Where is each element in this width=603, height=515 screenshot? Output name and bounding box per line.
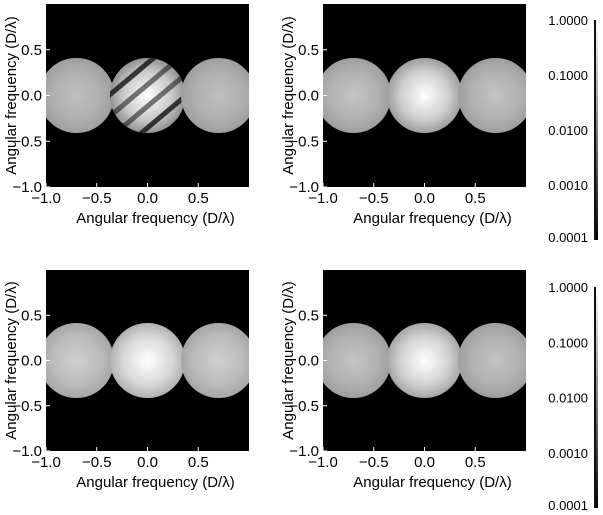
colorbar-tick-label: 1.0000 [548, 13, 588, 28]
x-tick-label: −0.5 [82, 190, 112, 207]
y-axis-label: Angular frequency (D/λ) [280, 16, 297, 174]
spectrum-disk [46, 322, 114, 399]
spectrum-disk [181, 57, 249, 134]
spectrum-disk [109, 322, 186, 399]
spectrum-disk [386, 322, 463, 399]
colorbar-tick-label: 0.0100 [548, 391, 588, 406]
colorbar-top: 1.0000 0.1000 0.0100 0.0010 0.0001 [548, 13, 598, 245]
colorbar-strip [595, 287, 598, 508]
x-tick-label: −1.0 [308, 454, 338, 471]
heatmap-panel-top-right: −1.0 −0.5 0.0 0.5 0.5 0.0 −0.5 −1.0 Angular freq… [280, 4, 526, 227]
y-tick-label: 0.0 [298, 353, 319, 370]
y-tick-label: −1.0 [289, 179, 319, 196]
y-tick-label: 0.5 [298, 42, 319, 59]
x-tick-label: 0.5 [465, 454, 486, 471]
colorbar-bottom: 1.0000 0.1000 0.0100 0.0010 0.0001 [548, 280, 598, 513]
colorbar-tick-label: 1.0000 [548, 280, 588, 295]
y-tick-label: −0.5 [289, 133, 319, 150]
spectrum-disk [46, 57, 114, 134]
x-tick-label: 0.0 [137, 190, 158, 207]
x-axis-label: Angular frequency (D/λ) [353, 210, 511, 227]
y-tick-label: −0.5 [12, 398, 42, 415]
x-tick-label: 0.5 [188, 190, 209, 207]
spectrum-disk [458, 322, 526, 399]
colorbar-tick-label: 0.1000 [548, 335, 588, 350]
y-tick-label: −0.5 [289, 398, 319, 415]
colorbar-tick-label: 0.0010 [548, 446, 588, 461]
x-tick-label: −1.0 [308, 190, 338, 207]
y-axis-label: Angular frequency (D/λ) [280, 281, 297, 439]
y-axis-label: Angular frequency (D/λ) [3, 16, 20, 174]
spectrum-disk [109, 57, 186, 134]
colorbar-tick-label: 0.1000 [548, 68, 588, 83]
x-axis-label: Angular frequency (D/λ) [76, 474, 234, 491]
x-tick-label: −0.5 [359, 454, 389, 471]
y-tick-label: −1.0 [12, 179, 42, 196]
heatmap-panel-bottom-right: −1.0 −0.5 0.0 0.5 0.5 0.0 −0.5 −1.0 Angular freq… [280, 270, 526, 491]
colorbar-tick-label: 0.0001 [548, 230, 588, 245]
x-tick-label: 0.0 [414, 454, 435, 471]
spectrum-disk [323, 57, 391, 134]
y-tick-label: 0.5 [298, 307, 319, 324]
x-tick-label: −1.0 [31, 190, 61, 207]
x-tick-label: 0.5 [188, 454, 209, 471]
x-axis-label: Angular frequency (D/λ) [353, 474, 511, 491]
colorbar-edge [594, 20, 596, 240]
spectrum-disk [181, 322, 249, 399]
y-tick-label: 0.0 [21, 88, 42, 105]
y-axis-label: Angular frequency (D/λ) [3, 281, 20, 439]
spectrum-disk [323, 322, 391, 399]
colorbar-tick-label: 0.0100 [548, 123, 588, 138]
colorbar-edge [594, 287, 596, 508]
x-tick-label: −0.5 [82, 454, 112, 471]
y-tick-label: −1.0 [289, 443, 319, 460]
colorbar-tick-label: 0.0010 [548, 178, 588, 193]
colorbar-tick-label: 0.0001 [548, 498, 588, 513]
y-tick-label: 0.5 [21, 42, 42, 59]
y-tick-label: −0.5 [12, 133, 42, 150]
y-tick-label: −1.0 [12, 443, 42, 460]
colorbar-strip [595, 20, 598, 240]
x-axis-label: Angular frequency (D/λ) [76, 210, 234, 227]
fringe-band [122, 75, 184, 128]
heatmap-panel-top-left: −1.0 −0.5 0.0 0.5 0.5 0.0 −0.5 −1.0 Angular freq… [3, 4, 249, 227]
y-tick-label: 0.0 [298, 88, 319, 105]
spectrum-disk [386, 57, 463, 134]
fringe-band [111, 63, 173, 116]
x-tick-label: −1.0 [31, 454, 61, 471]
x-tick-label: 0.0 [414, 190, 435, 207]
heatmap-panel-bottom-left: −1.0 −0.5 0.0 0.5 0.5 0.0 −0.5 −1.0 Angular freq… [3, 270, 249, 491]
x-tick-label: −0.5 [359, 190, 389, 207]
y-tick-label: 0.5 [21, 307, 42, 324]
fringe-pattern [101, 50, 194, 141]
fringe-band [101, 50, 162, 103]
y-tick-label: 0.0 [21, 353, 42, 370]
spectrum-disk [458, 57, 526, 134]
fringe-band [133, 88, 194, 141]
x-tick-label: 0.0 [137, 454, 158, 471]
x-tick-label: 0.5 [465, 190, 486, 207]
